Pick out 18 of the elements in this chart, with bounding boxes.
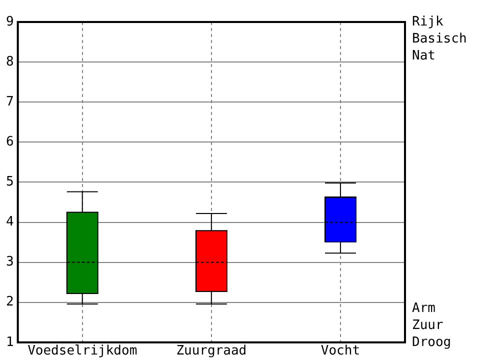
text: Rijk: [412, 14, 444, 30]
y-tick-label: 8: [6, 54, 14, 70]
y-tick-label: 1: [6, 334, 14, 350]
x-tick-label: Zuurgraad: [176, 344, 247, 359]
text: Arm: [412, 300, 436, 316]
y-tick-label: 2: [6, 294, 14, 310]
y-tick-label: 5: [6, 174, 14, 190]
y-tick-label: 9: [6, 14, 14, 30]
y-tick-label: 6: [6, 134, 14, 150]
y-tick-label: 4: [6, 214, 14, 230]
x-tick-label: Vocht: [320, 344, 360, 359]
text: Nat: [412, 48, 436, 64]
text: Basisch: [412, 31, 467, 46]
y-tick-label: 3: [6, 254, 14, 270]
y-tick-label: 7: [6, 94, 14, 110]
text: Droog: [412, 334, 452, 350]
x-tick-label: Voedselrijkdom: [28, 344, 138, 359]
text: Zuur: [412, 318, 444, 333]
